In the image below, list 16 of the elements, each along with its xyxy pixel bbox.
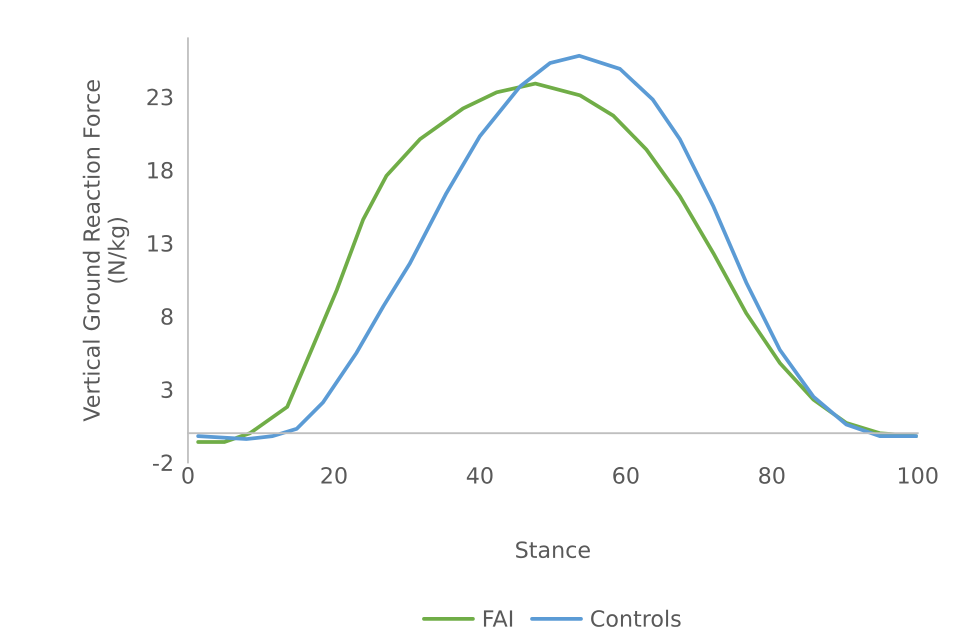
y-axis-title: Vertical Ground Reaction Force (N/kg) <box>82 80 130 422</box>
x-tick-label: 100 <box>898 467 938 484</box>
x-tick-label: 40 <box>466 467 493 484</box>
y-tick-label: -2 <box>153 454 172 471</box>
y-tick-label: 13 <box>148 234 172 252</box>
x-axis-title: Stance <box>516 541 590 558</box>
x-tick-label: 80 <box>759 467 784 484</box>
x-tick-label: 0 <box>182 467 194 484</box>
legend-label: FAI <box>484 610 512 627</box>
x-tick-label: 60 <box>613 467 639 484</box>
legend-label: Controls <box>591 610 681 627</box>
y-tick-label: 23 <box>147 88 172 106</box>
y-tick-label: 3 <box>162 381 172 398</box>
y-tick-label: 8 <box>161 308 173 325</box>
x-tick-label: 20 <box>321 467 347 484</box>
y-tick-label: 18 <box>148 162 173 179</box>
